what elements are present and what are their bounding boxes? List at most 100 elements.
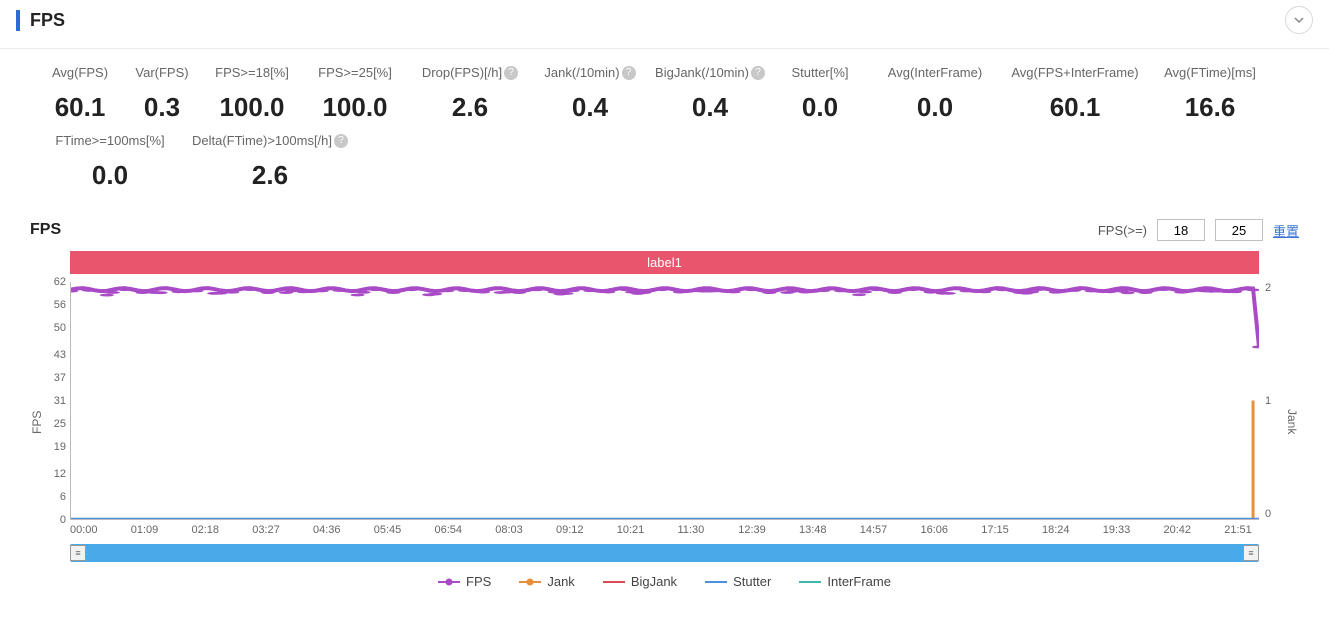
metrics-row: Avg(FPS)60.1Var(FPS)0.3FPS>=18[%]100.0FP… [40, 61, 1303, 129]
y-ticks-left: 62565043373125191260 [44, 282, 70, 520]
chevron-down-icon [1293, 14, 1305, 26]
metric-label: Avg(InterFrame) [888, 61, 982, 84]
chart-label-bar[interactable]: label1 [70, 251, 1259, 274]
legend-swatch [603, 581, 625, 583]
metrics-row: FTime>=100ms[%]0.0Delta(FTime)>100ms[/h]… [40, 129, 1303, 197]
scrollbar-handle-left[interactable]: ≡ [70, 545, 86, 561]
chart-plot[interactable] [70, 282, 1259, 520]
legend-item[interactable]: Jank [519, 574, 574, 589]
metric-value: 16.6 [1185, 84, 1236, 123]
metric-value: 60.1 [55, 84, 106, 123]
help-icon[interactable]: ? [751, 66, 765, 80]
metric-value: 60.1 [1050, 84, 1101, 123]
fps-ge-input-2[interactable] [1215, 219, 1263, 241]
y-tick-left: 25 [54, 418, 66, 430]
x-tick: 21:51 [1224, 524, 1285, 536]
metric-label: BigJank(/10min)? [655, 61, 765, 84]
y-tick-right: 0 [1265, 508, 1271, 520]
fps-threshold-controls: FPS(>=) 重置 [1098, 219, 1299, 241]
x-tick: 09:12 [556, 524, 617, 536]
metric-label: Drop(FPS)[/h]? [422, 61, 518, 84]
panel-header: FPS [0, 0, 1329, 49]
legend-item[interactable]: BigJank [603, 574, 677, 589]
metric-value: 100.0 [219, 84, 284, 123]
collapse-button[interactable] [1285, 6, 1313, 34]
metrics-grid: Avg(FPS)60.1Var(FPS)0.3FPS>=18[%]100.0FP… [0, 49, 1329, 203]
x-tick: 18:24 [1042, 524, 1103, 536]
x-tick: 19:33 [1103, 524, 1164, 536]
metric-value: 100.0 [322, 84, 387, 123]
metric-value: 0.0 [802, 84, 838, 123]
chart-area: FPS 62565043373125191260 2 1 0 00:0001:0… [30, 282, 1299, 562]
scrollbar-handle-right[interactable]: ≡ [1243, 545, 1259, 561]
y-axis-title-right: Jank [1285, 282, 1299, 562]
y-tick-right: 2 [1265, 282, 1271, 294]
x-tick: 08:03 [495, 524, 556, 536]
metric-cell: FPS>=25[%]100.0 [300, 61, 410, 123]
metric-label: Avg(FTime)[ms] [1164, 61, 1256, 84]
x-tick: 05:45 [374, 524, 435, 536]
metric-value: 2.6 [452, 84, 488, 123]
metric-cell: Drop(FPS)[/h]?2.6 [410, 61, 530, 123]
x-tick: 01:09 [131, 524, 192, 536]
metric-cell: Avg(FPS+InterFrame)60.1 [1000, 61, 1150, 123]
legend-swatch [438, 581, 460, 583]
metric-cell: Var(FPS)0.3 [120, 61, 204, 123]
y-tick-left: 6 [60, 491, 66, 503]
fps-ge-label: FPS(>=) [1098, 223, 1147, 238]
metric-label: Delta(FTime)>100ms[/h]? [192, 129, 348, 152]
x-tick: 12:39 [738, 524, 799, 536]
help-icon[interactable]: ? [622, 66, 636, 80]
x-tick: 14:57 [860, 524, 921, 536]
metric-cell: BigJank(/10min)?0.4 [650, 61, 770, 123]
x-ticks: 00:0001:0902:1803:2704:3605:4506:5408:03… [44, 520, 1285, 536]
chart-header: FPS FPS(>=) 重置 [30, 213, 1299, 251]
metric-value: 2.6 [252, 152, 288, 191]
y-tick-left: 31 [54, 395, 66, 407]
metric-label: Var(FPS) [135, 61, 188, 84]
legend-swatch [705, 581, 727, 583]
metric-cell: Avg(FTime)[ms]16.6 [1150, 61, 1270, 123]
metric-value: 0.4 [572, 84, 608, 123]
metric-cell: Stutter[%]0.0 [770, 61, 870, 123]
y-tick-left: 12 [54, 468, 66, 480]
x-tick: 03:27 [252, 524, 313, 536]
metric-cell: Avg(FPS)60.1 [40, 61, 120, 123]
x-tick: 02:18 [192, 524, 253, 536]
x-tick: 16:06 [921, 524, 982, 536]
x-tick: 11:30 [678, 524, 739, 536]
y-tick-left: 37 [54, 372, 66, 384]
x-tick: 20:42 [1164, 524, 1225, 536]
metric-label: FPS>=18[%] [215, 61, 289, 84]
metric-label: Avg(FPS+InterFrame) [1011, 61, 1138, 84]
legend-item[interactable]: FPS [438, 574, 491, 589]
y-tick-left: 0 [60, 514, 66, 526]
legend-label: InterFrame [827, 574, 891, 589]
legend-label: FPS [466, 574, 491, 589]
metric-cell: Avg(InterFrame)0.0 [870, 61, 1000, 123]
x-tick: 04:36 [313, 524, 374, 536]
fps-ge-input-1[interactable] [1157, 219, 1205, 241]
x-tick: 10:21 [617, 524, 678, 536]
help-icon[interactable]: ? [334, 134, 348, 148]
x-tick: 17:15 [981, 524, 1042, 536]
y-tick-left: 43 [54, 349, 66, 361]
reset-link[interactable]: 重置 [1273, 221, 1299, 240]
y-tick-left: 19 [54, 441, 66, 453]
legend-label: Jank [547, 574, 574, 589]
metric-label: Jank(/10min)? [544, 61, 635, 84]
metric-label: FPS>=25[%] [318, 61, 392, 84]
chart-legend: FPS Jank BigJank Stutter InterFrame [30, 562, 1299, 593]
metric-value: 0.3 [144, 84, 180, 123]
metric-cell: Jank(/10min)?0.4 [530, 61, 650, 123]
x-tick: 06:54 [435, 524, 496, 536]
y-ticks-right: 2 1 0 [1259, 282, 1285, 520]
chart-scrollbar[interactable]: ≡ ≡ [70, 544, 1259, 562]
legend-label: Stutter [733, 574, 771, 589]
x-tick: 13:48 [799, 524, 860, 536]
metric-cell: Delta(FTime)>100ms[/h]?2.6 [180, 129, 360, 191]
y-axis-title-left: FPS [30, 282, 44, 562]
legend-item[interactable]: InterFrame [799, 574, 891, 589]
help-icon[interactable]: ? [504, 66, 518, 80]
legend-item[interactable]: Stutter [705, 574, 771, 589]
